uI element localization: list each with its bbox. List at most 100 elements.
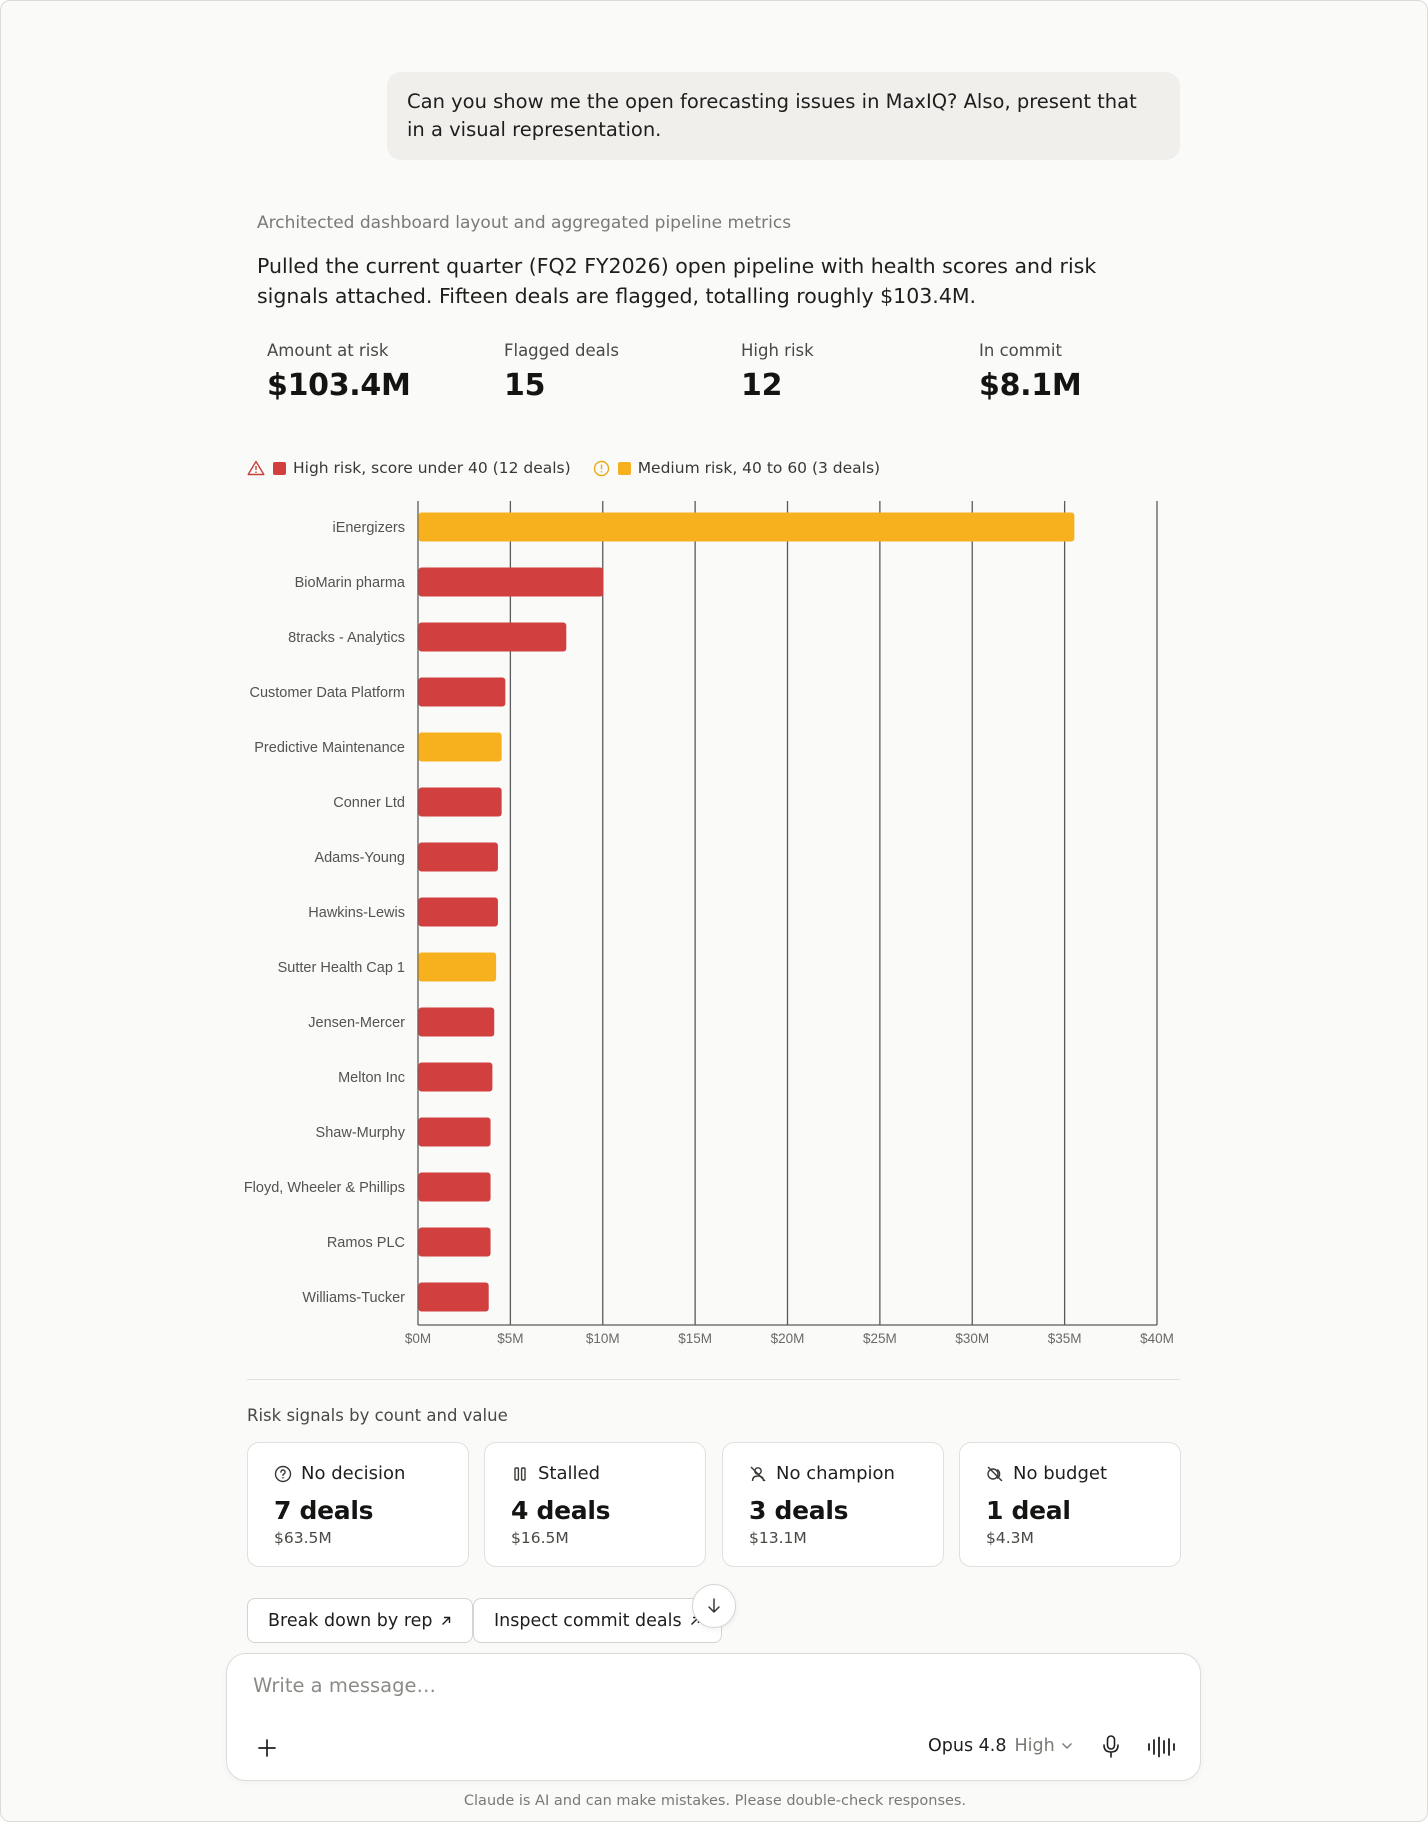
bar	[418, 1007, 495, 1037]
response-text: Pulled the current quarter (FQ2 FY2026) …	[257, 254, 1097, 308]
thinking-summary-toggle[interactable]: Architected dashboard layout and aggrega…	[257, 213, 792, 233]
chip-label: Break down by rep	[268, 1610, 433, 1631]
dictation-button[interactable]	[1101, 1734, 1121, 1764]
pause-icon	[514, 1466, 526, 1481]
signal-card-no-champion: No champion 3 deals $13.1M	[722, 1442, 944, 1567]
inspect-commit-deals-button[interactable]: Inspect commit deals	[473, 1598, 722, 1643]
message-composer: Opus 4.8 High	[226, 1653, 1201, 1781]
x-tick-label: $5M	[497, 1331, 523, 1346]
user-message: Can you show me the open forecasting iss…	[387, 72, 1180, 160]
metric-value: 15	[504, 368, 546, 403]
legend-swatch-medium	[617, 461, 631, 475]
signal-label: No champion	[776, 1463, 895, 1484]
signal-count: 7 deals	[274, 1496, 374, 1525]
x-tick-label: $0M	[405, 1331, 431, 1346]
signal-count: 3 deals	[749, 1496, 849, 1525]
bar	[418, 732, 502, 762]
category-label: Ramos PLC	[327, 1235, 405, 1251]
microphone-icon	[1103, 1735, 1119, 1758]
model-name: Opus 4.8	[928, 1736, 1007, 1756]
category-label: Melton Inc	[338, 1070, 405, 1086]
signal-count: 4 deals	[511, 1496, 611, 1525]
signal-card-no-decision: No decision 7 deals $63.5M	[247, 1442, 469, 1567]
model-effort: High	[1014, 1736, 1055, 1756]
divider	[247, 1379, 1180, 1380]
category-label: Williams-Tucker	[302, 1290, 405, 1306]
metric-flagged-deals: Flagged deals 15	[504, 341, 619, 403]
x-tick-label: $35M	[1048, 1331, 1082, 1346]
bar	[418, 1062, 493, 1092]
metric-label: Amount at risk	[267, 341, 389, 360]
bar	[418, 1227, 491, 1257]
metric-label: In commit	[979, 341, 1062, 360]
metrics-row: Amount at risk $103.4M Flagged deals 15 …	[267, 341, 1217, 411]
plus-icon	[258, 1739, 276, 1757]
signal-value: $16.5M	[511, 1529, 569, 1547]
signal-card-no-budget: No budget 1 deal $4.3M	[959, 1442, 1181, 1567]
legend-swatch-high	[273, 461, 286, 475]
bar	[418, 1172, 491, 1202]
metric-value: 12	[741, 368, 783, 403]
category-label: Shaw-Murphy	[316, 1125, 406, 1141]
signals-title: Risk signals by count and value	[247, 1406, 508, 1425]
metric-in-commit: In commit $8.1M	[979, 341, 1082, 403]
signal-value: $13.1M	[749, 1529, 807, 1547]
question-circle-icon	[274, 1465, 292, 1482]
user-off-icon	[750, 1466, 766, 1481]
scroll-to-bottom-button[interactable]	[692, 1584, 736, 1628]
category-label: Predictive Maintenance	[254, 740, 405, 756]
x-tick-label: $30M	[955, 1331, 989, 1346]
chip-label: Inspect commit deals	[494, 1610, 682, 1631]
category-label: Conner Ltd	[333, 795, 405, 811]
warning-triangle-icon	[247, 460, 265, 476]
signal-value: $63.5M	[274, 1529, 332, 1547]
voice-waveform-icon	[1148, 1736, 1175, 1758]
metric-label: High risk	[741, 341, 814, 360]
signal-card-stalled: Stalled 4 deals $16.5M	[484, 1442, 706, 1567]
category-label: Jensen-Mercer	[308, 1015, 405, 1031]
message-input[interactable]	[253, 1674, 1153, 1697]
signal-label: No budget	[1013, 1463, 1108, 1484]
category-label: Hawkins-Lewis	[308, 905, 405, 921]
x-tick-label: $25M	[863, 1331, 897, 1346]
bar	[418, 787, 502, 817]
metric-value: $8.1M	[979, 368, 1082, 403]
break-down-by-rep-button[interactable]: Break down by rep	[247, 1598, 473, 1643]
x-tick-label: $40M	[1140, 1331, 1174, 1346]
metric-label: Flagged deals	[504, 341, 619, 360]
category-label: 8tracks - Analytics	[288, 630, 405, 646]
category-label: iEnergizers	[332, 520, 405, 536]
category-label: BioMarin pharma	[295, 575, 406, 591]
x-tick-label: $20M	[771, 1331, 805, 1346]
signal-label: Stalled	[538, 1463, 601, 1484]
info-circle-icon	[593, 460, 609, 476]
bar	[418, 1117, 491, 1147]
chevron-down-icon	[1061, 1743, 1072, 1749]
disclaimer: Claude is AI and can make mistakes. Plea…	[463, 1793, 967, 1809]
legend-label-high: High risk, score under 40 (12 deals)	[293, 459, 571, 477]
x-tick-label: $15M	[678, 1331, 712, 1346]
arrow-up-right-icon	[441, 1616, 450, 1625]
metric-value: $103.4M	[267, 368, 411, 403]
chart-legend: High risk, score under 40 (12 deals) Med…	[247, 457, 880, 479]
category-label: Floyd, Wheeler & Phillips	[244, 1180, 405, 1196]
arrow-down-icon	[708, 1598, 720, 1613]
metric-high-risk: High risk 12	[741, 341, 814, 403]
voice-mode-button[interactable]	[1146, 1736, 1176, 1762]
category-label: Adams-Young	[314, 850, 405, 866]
coins-off-icon	[987, 1466, 1003, 1481]
bar	[418, 1282, 489, 1312]
category-label: Customer Data Platform	[249, 685, 405, 701]
bar	[418, 952, 497, 982]
bar	[418, 842, 498, 872]
bar-chart: $0M $5M $10M $15M $20M $25M $30M $35M $40M iEnerg…	[244, 501, 1174, 1346]
bar	[418, 567, 604, 597]
signal-count: 1 deal	[986, 1496, 1071, 1525]
category-label: Sutter Health Cap 1	[278, 960, 405, 976]
model-selector[interactable]: Opus 4.8 High	[928, 1736, 1073, 1756]
signal-label: No decision	[301, 1463, 406, 1484]
add-attachment-button[interactable]	[255, 1736, 279, 1760]
x-tick-label: $10M	[586, 1331, 620, 1346]
bar	[418, 897, 498, 927]
